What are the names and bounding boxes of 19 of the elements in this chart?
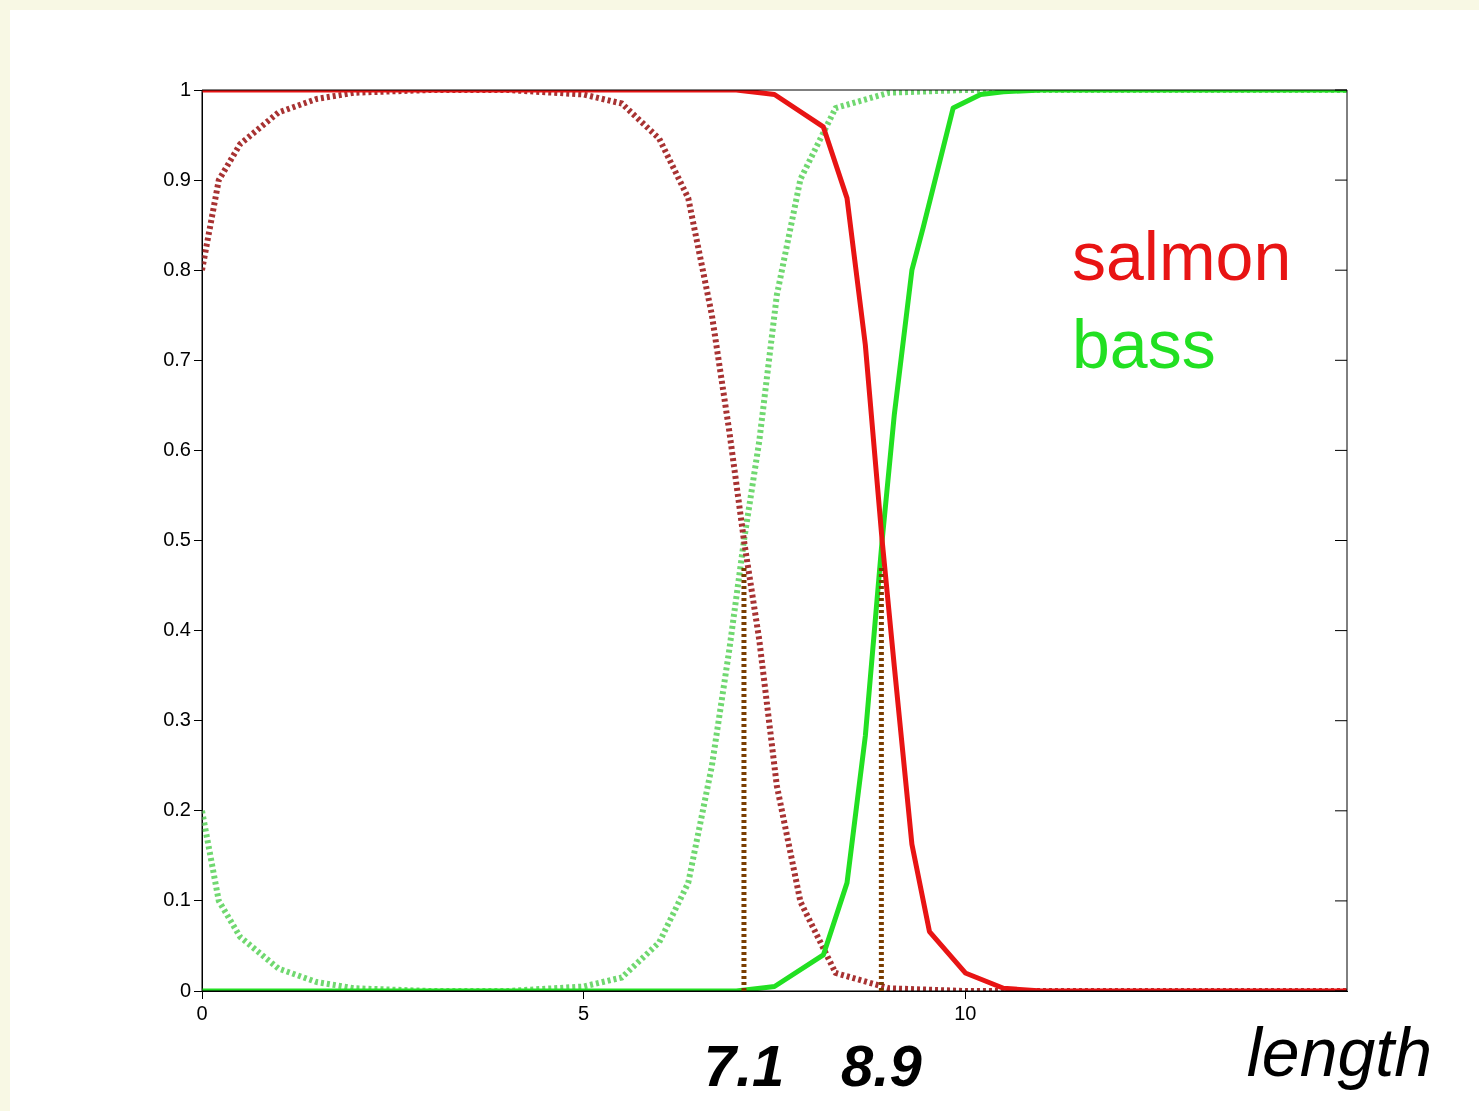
y-tick-label: 0.6 (163, 437, 191, 460)
text: salmon (1072, 218, 1292, 294)
x-axis-title: length (1246, 1014, 1432, 1090)
y-tick-label: 0 (179, 978, 191, 1001)
ref-line-label: 8.9 (841, 1033, 922, 1098)
x-tick-label: 10 (954, 1001, 977, 1024)
y-tick-label: 0.1 (163, 888, 191, 911)
y-tick-label: 0.4 (163, 618, 191, 641)
x-tick-label: 0 (196, 1001, 208, 1024)
y-tick-label: 0.2 (163, 798, 191, 821)
y-tick-label: 0.8 (163, 257, 191, 280)
y-tick-label: 0.3 (163, 708, 191, 731)
y-tick-label: 1 (179, 77, 191, 100)
y-tick-label: 0.7 (163, 347, 191, 370)
text: bass (1072, 306, 1216, 382)
ref-line-label: 7.1 (703, 1033, 785, 1098)
y-tick-label: 0.5 (163, 528, 191, 551)
x-tick-label: 5 (578, 1001, 590, 1024)
y-tick-label: 0.9 (163, 167, 191, 190)
